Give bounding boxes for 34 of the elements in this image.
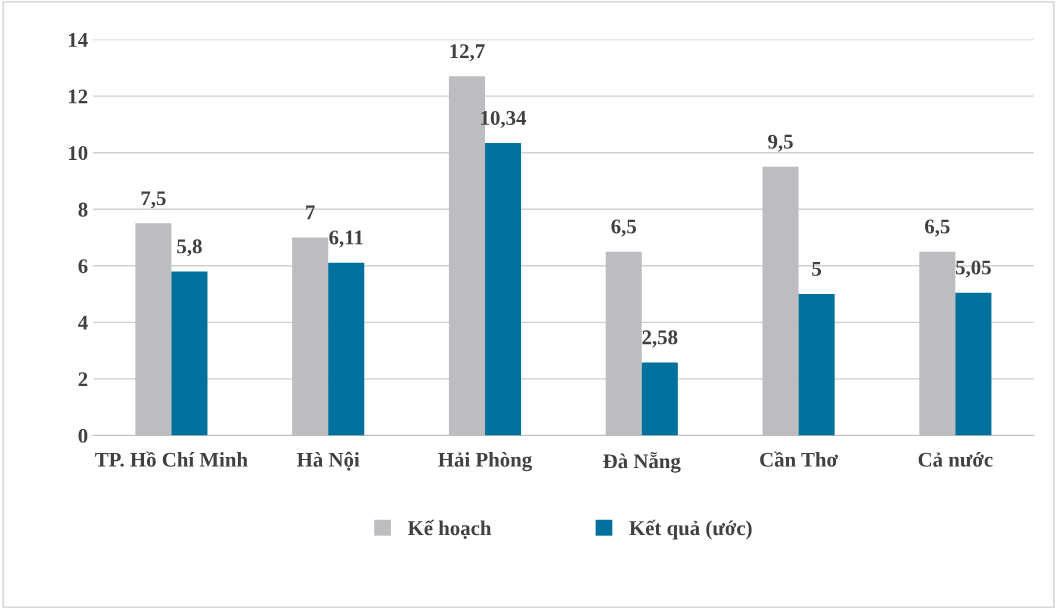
y-tick-label: 8 [78,202,88,217]
text: 9,5 [768,134,793,152]
y-tick-label: 14 [68,33,88,47]
text: 7 [306,205,315,220]
text: 6,5 [611,219,636,237]
bar [955,292,992,436]
x-tick-label: Cả nước [918,452,993,467]
y-tick-label: 4 [78,315,88,330]
bar [484,143,522,436]
x-tick-label: Hải Phòng [438,452,532,472]
text: 7,5 [141,191,166,209]
bar [171,271,208,436]
text: 10,34 [481,110,527,128]
y-tick-label: 6 [78,259,88,274]
y-tick-label: 12 [68,89,88,104]
bar [328,262,365,436]
text: 12,7 [450,44,485,62]
y-tick-label: 2 [78,372,88,387]
text: 6,11 [329,230,363,248]
y-tick-label: 0 [78,428,88,443]
text: 5,05 [955,260,991,278]
text: 2,58 [642,330,678,348]
x-tick-label: Đà Nẵng [603,452,681,473]
x-tick-label: TP. Hồ Chí Minh [95,451,248,467]
text: 5 [812,262,822,276]
x-tick-label: Cần Thơ [760,451,838,467]
bar [798,294,835,436]
bar [641,362,678,436]
legend-label: Kế hoạch [407,519,492,540]
y-tick-label: 10 [68,146,88,161]
legend-label: Kết quả (ước) [629,519,752,540]
text: 5,8 [177,239,202,257]
text: 6,5 [925,219,950,237]
x-tick-label: Hà Nội [297,451,360,471]
